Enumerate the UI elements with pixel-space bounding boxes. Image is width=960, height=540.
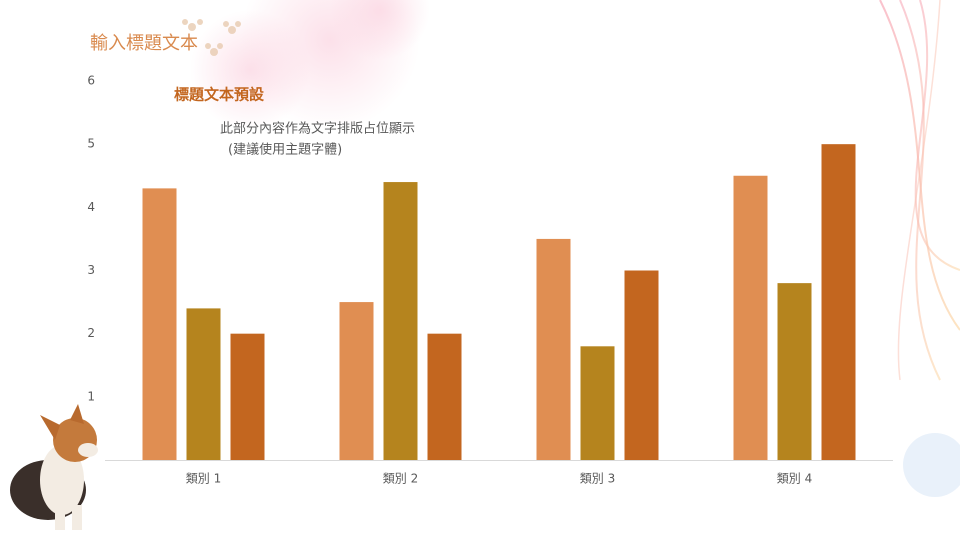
bar — [186, 308, 221, 460]
y-tick-label: 5 — [87, 137, 95, 151]
bar — [383, 182, 418, 461]
y-tick-label: 2 — [87, 326, 95, 340]
bar — [624, 270, 659, 460]
annotation: 此部分內容作為文字排版占位顯示 — [220, 121, 415, 137]
bar — [339, 302, 374, 460]
y-tick-label: 3 — [87, 263, 95, 277]
x-tick-label: 類別 2 — [383, 472, 418, 486]
y-tick-label: 4 — [87, 200, 95, 214]
bar — [427, 333, 462, 460]
bar — [230, 333, 265, 460]
background-decor — [182, 0, 960, 497]
bar — [733, 175, 768, 460]
x-tick-label: 類別 3 — [580, 472, 615, 486]
x-tick-label: 類別 4 — [777, 472, 812, 486]
annotation: (建議使用主題字體) — [228, 142, 342, 158]
bar — [536, 238, 571, 460]
slide-title: 輸入標題文本 — [90, 33, 198, 54]
dog-illustration — [10, 404, 98, 530]
y-tick-label: 1 — [87, 389, 95, 403]
bar — [821, 144, 856, 460]
bar — [142, 188, 177, 460]
bar — [777, 283, 812, 460]
bar — [580, 346, 615, 460]
y-tick-label: 6 — [87, 74, 95, 88]
chart-title: 標題文本預設 — [174, 86, 265, 104]
x-tick-label: 類別 1 — [186, 472, 221, 486]
